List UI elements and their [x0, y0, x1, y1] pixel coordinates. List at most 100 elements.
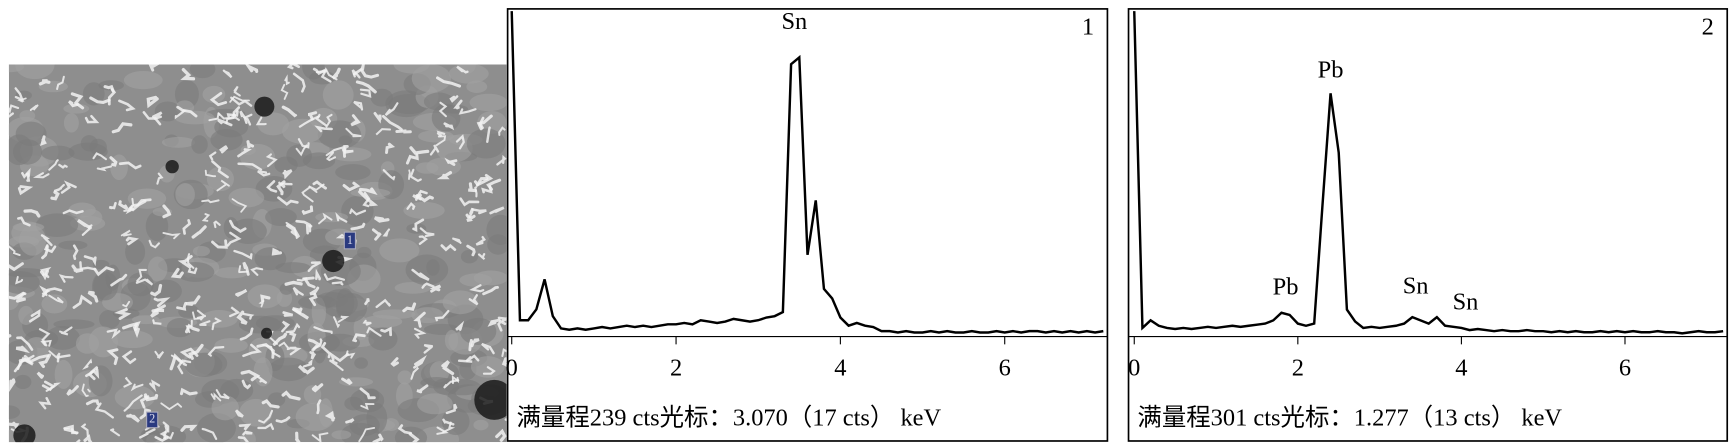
sem-phase: [302, 359, 313, 368]
sem-phase: [315, 69, 332, 83]
sem-phase: [501, 357, 507, 368]
sem-phase: [241, 379, 251, 390]
sem-pore: [165, 159, 179, 174]
sem-grain: [372, 309, 416, 320]
sem-grain: [265, 208, 297, 227]
sem-phase: [48, 159, 59, 171]
sem-phase: [239, 110, 248, 124]
sem-phase: [434, 309, 450, 322]
sem-grain: [147, 256, 168, 282]
sem-phase: [315, 113, 327, 127]
sem-grain: [268, 357, 309, 382]
sem-grain: [320, 333, 360, 352]
x-tick-label: 4: [834, 355, 846, 382]
sem-phase: [469, 284, 485, 293]
x-tick-label: 2: [1292, 355, 1304, 382]
sem-phase: [38, 353, 52, 369]
sem-grain: [174, 110, 215, 125]
sem-phase: [275, 416, 291, 424]
sem-phase: [228, 306, 241, 318]
peak-label: Pb: [1273, 274, 1299, 301]
sem-phase: [242, 430, 253, 436]
sem-phase: [16, 336, 34, 351]
sem-phase: [88, 366, 99, 381]
sem-phase: [265, 153, 278, 168]
sem-phase: [331, 281, 344, 286]
sem-phase: [84, 114, 100, 124]
sem-phase: [349, 208, 367, 216]
sem-phase: [465, 354, 480, 363]
sem-phase: [415, 194, 434, 203]
sem-phase: [359, 387, 376, 400]
sem-phase: [83, 255, 97, 267]
sem-phase: [83, 434, 93, 443]
sem-phase: [242, 312, 255, 320]
sem-phase: [286, 64, 300, 70]
sem-phase: [8, 104, 20, 115]
sem-phase: [497, 319, 507, 332]
sem-grain: [253, 357, 273, 387]
sem-phase: [301, 205, 314, 215]
sem-phase: [451, 375, 460, 385]
sem-phase: [324, 410, 336, 422]
sem-phase: [8, 334, 12, 343]
sem-phase: [96, 165, 112, 172]
sem-phase: [41, 245, 49, 260]
sem-phase: [289, 331, 297, 342]
sem-phase: [298, 115, 320, 128]
sem-phase: [313, 326, 333, 335]
sem-phase: [72, 294, 93, 309]
sem-phase: [59, 326, 73, 336]
sem-phase: [179, 387, 198, 396]
sem-grain: [125, 239, 146, 265]
sem-phase: [136, 268, 147, 282]
sem-phase: [8, 112, 14, 118]
sem-phase: [89, 96, 111, 104]
sem-grain: [473, 419, 489, 431]
sem-phase: [410, 367, 420, 380]
peak-label: Sn: [1453, 289, 1479, 316]
sem-phase: [103, 84, 115, 93]
sem-phase: [121, 350, 137, 365]
sem-phase: [257, 422, 275, 431]
sem-phase: [326, 151, 337, 162]
sem-grain: [197, 413, 236, 443]
sem-phase: [152, 319, 162, 325]
sem-phase: [280, 83, 289, 100]
sem-phase: [364, 298, 370, 306]
sem-phase: [445, 403, 458, 415]
sem-phase: [138, 428, 156, 439]
sem-phase: [68, 100, 79, 108]
x-tick-label: 6: [1619, 355, 1631, 382]
sem-phase: [292, 72, 306, 93]
sem-phase: [229, 95, 250, 103]
sem-phase: [120, 229, 132, 237]
sem-phase: [142, 111, 162, 126]
sem-phase: [106, 328, 121, 339]
sem-phase: [234, 409, 244, 418]
sem-grain: [394, 281, 432, 294]
sem-phase: [489, 206, 505, 215]
sem-phase: [496, 154, 507, 166]
sem-phase: [180, 68, 196, 81]
sem-phase: [185, 295, 201, 306]
sem-phase: [436, 130, 446, 138]
sem-phase: [28, 309, 41, 323]
sem-grain: [228, 187, 265, 208]
sem-phase: [284, 280, 303, 286]
sem-phase: [359, 88, 372, 98]
sem-phase: [325, 146, 345, 157]
sem-phase: [237, 162, 263, 171]
sem-phase: [235, 288, 248, 297]
sem-grain: [279, 282, 294, 295]
sem-phase: [123, 376, 133, 388]
sem-phase: [308, 183, 325, 194]
sem-phase: [15, 345, 31, 354]
sem-phase: [29, 104, 39, 111]
sem-grain: [184, 352, 223, 378]
sem-phase: [110, 428, 121, 437]
sem-phase: [271, 247, 283, 256]
sem-phase: [216, 179, 230, 192]
sem-grain: [335, 164, 371, 181]
